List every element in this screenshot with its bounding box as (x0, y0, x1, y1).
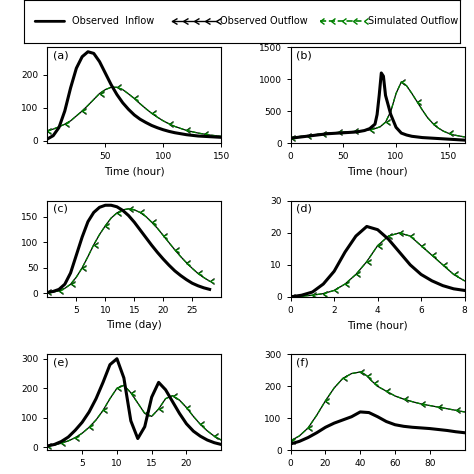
Text: (c): (c) (53, 204, 67, 214)
Text: Observed Outflow: Observed Outflow (220, 16, 308, 27)
X-axis label: Time (hour): Time (hour) (104, 167, 164, 177)
X-axis label: Time (hour): Time (hour) (347, 320, 408, 330)
Text: (b): (b) (296, 50, 312, 60)
X-axis label: Time (day): Time (day) (107, 320, 162, 330)
Text: Simulated Outflow: Simulated Outflow (368, 16, 458, 27)
Text: (f): (f) (296, 357, 309, 367)
Text: (d): (d) (296, 204, 312, 214)
Text: Observed  Inflow: Observed Inflow (72, 16, 154, 27)
X-axis label: Time (hour): Time (hour) (347, 167, 408, 177)
Text: (a): (a) (53, 50, 68, 60)
Text: (e): (e) (53, 357, 68, 367)
